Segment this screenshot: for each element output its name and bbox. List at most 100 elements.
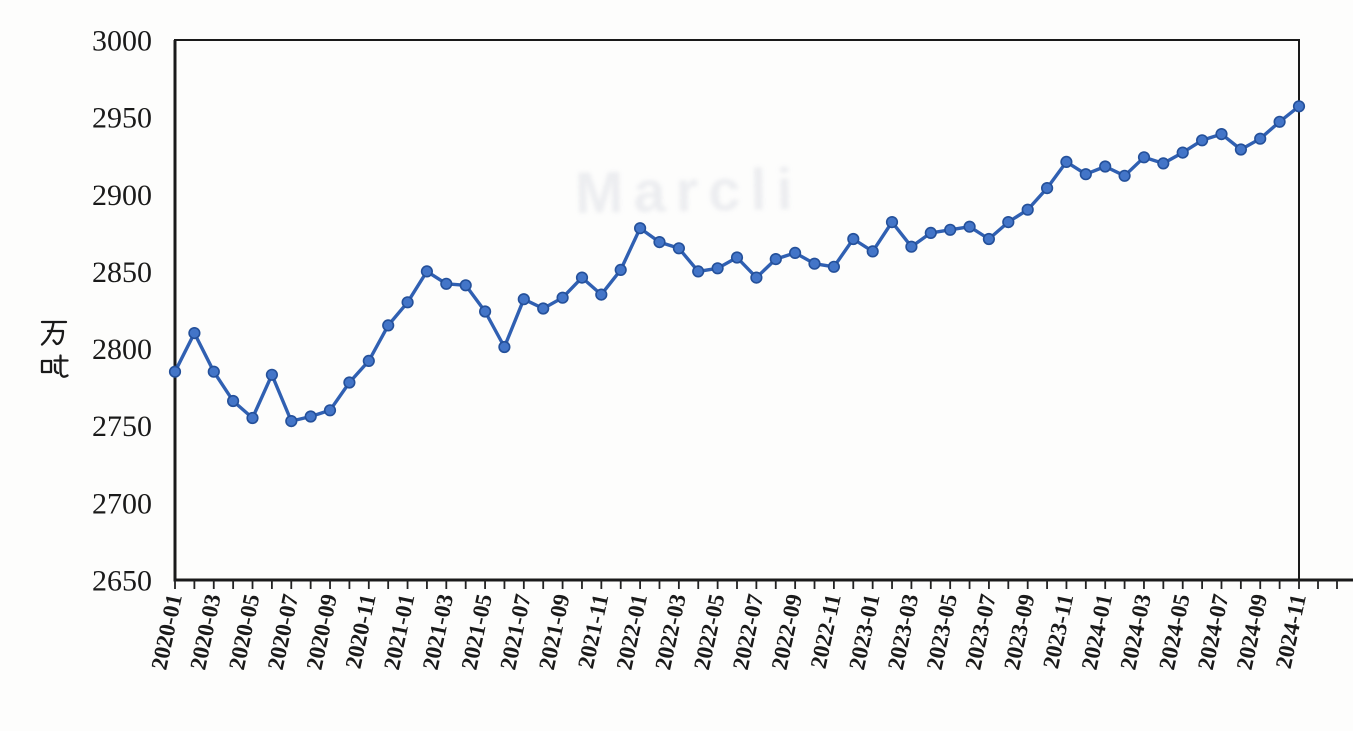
x-axis-tick-label: 2023-09 [999, 592, 1039, 672]
x-axis-tick-label: 2020-09 [302, 592, 342, 672]
data-point [420, 265, 434, 278]
data-point [711, 262, 724, 275]
x-axis-tick-label: 2020-01 [146, 592, 186, 672]
data-point [285, 415, 298, 428]
data-point [343, 376, 356, 389]
x-axis-tick-label: 2022-09 [767, 592, 807, 672]
y-axis-tick-label: 2900 [92, 179, 152, 212]
data-point [1254, 132, 1267, 145]
x-axis-tick-label: 2021-03 [418, 592, 458, 672]
data-point [866, 245, 879, 258]
data-point [885, 216, 899, 229]
data-point [265, 368, 279, 381]
data-point [750, 271, 763, 284]
cjk-char-wan [40, 320, 68, 346]
y-axis-tick-label: 2650 [92, 565, 152, 598]
data-point [1157, 157, 1170, 170]
data-point [847, 232, 860, 246]
data-point [323, 404, 337, 417]
data-point [595, 288, 608, 301]
data-point [479, 305, 492, 318]
x-axis-tick-label: 2021-07 [495, 592, 535, 672]
data-point [1273, 115, 1286, 128]
data-point [905, 240, 918, 253]
x-axis-tick-label: 2021-11 [573, 592, 613, 671]
x-axis-ticks-and-labels: 2020-012020-032020-052020-072020-092020-… [146, 580, 1338, 672]
line-series [168, 100, 1306, 428]
data-point [1021, 203, 1034, 216]
data-point [362, 354, 375, 368]
data-point [246, 411, 259, 425]
x-axis-tick-label: 2020-03 [185, 592, 225, 672]
x-axis-tick-label: 2022-11 [806, 592, 846, 671]
x-axis-tick-label: 2023-05 [922, 592, 962, 672]
data-point [168, 365, 182, 378]
data-point [1176, 146, 1189, 159]
x-axis-tick-label: 2021-05 [457, 592, 497, 672]
y-axis-tick-label: 3000 [92, 25, 152, 58]
data-point [1118, 169, 1131, 182]
data-point [440, 277, 453, 290]
x-axis-tick-label: 2021-01 [379, 592, 419, 672]
data-point [924, 226, 937, 239]
data-point [1079, 168, 1092, 181]
x-axis-tick-label: 2020-11 [341, 592, 381, 671]
data-point [1137, 151, 1151, 164]
cjk-char-dun [40, 354, 69, 378]
x-axis-tick-label: 2022-01 [612, 592, 652, 672]
y-axis-tick-label: 2800 [92, 333, 152, 366]
data-point [1060, 155, 1073, 168]
data-point [304, 410, 317, 423]
data-point [227, 394, 240, 408]
data-point [1099, 160, 1112, 173]
x-axis-tick-label: 2023-11 [1038, 592, 1078, 671]
y-axis-tick-label: 2750 [92, 410, 152, 443]
data-point [633, 222, 647, 235]
y-axis-tick-label: 2950 [92, 102, 152, 135]
x-axis-tick-label: 2023-01 [844, 592, 884, 672]
plot-border [174, 39, 1300, 581]
x-axis-tick-label: 2024-01 [1077, 592, 1117, 672]
y-axis-tick-label: 2850 [92, 256, 152, 289]
data-point [188, 327, 201, 340]
data-point [1215, 128, 1228, 141]
data-point [401, 296, 414, 309]
x-axis-tick-label: 2024-07 [1193, 592, 1233, 672]
data-point [653, 236, 666, 249]
data-point [517, 293, 530, 306]
data-point [672, 242, 686, 255]
data-point [769, 253, 782, 266]
x-axis-tick-label: 2020-05 [224, 592, 264, 672]
x-axis-tick-label: 2024-11 [1271, 592, 1311, 671]
data-point [827, 260, 841, 273]
x-axis-tick-label: 2020-07 [263, 592, 303, 672]
data-point [459, 279, 472, 292]
x-axis-tick-label: 2024-05 [1154, 592, 1194, 672]
x-axis-tick-label: 2022-05 [689, 592, 729, 672]
data-point [788, 246, 802, 259]
data-point [730, 251, 744, 264]
data-point [1002, 216, 1015, 229]
x-axis-tick-label: 2023-03 [883, 592, 923, 672]
y-axis-tick-labels: 3000 2950 2900 2850 2800 2750 2700 2650 [92, 25, 152, 598]
data-point [1292, 100, 1306, 113]
data-point [556, 291, 569, 304]
x-axis-tick-label: 2022-07 [728, 592, 768, 672]
series-line [173, 104, 1301, 423]
data-point [537, 302, 550, 315]
y-axis-title [40, 320, 69, 378]
x-axis-tick-label: 2024-03 [1115, 592, 1155, 672]
data-point [207, 365, 220, 378]
data-point [1040, 182, 1054, 195]
data-point [1195, 134, 1209, 147]
data-point [808, 257, 821, 270]
data-point [382, 319, 395, 332]
data-point [692, 265, 705, 278]
x-axis-tick-label: 2021-09 [534, 592, 574, 672]
x-axis-tick-label: 2023-07 [960, 592, 1000, 672]
data-point [614, 263, 627, 277]
data-point [982, 232, 996, 246]
data-point [575, 271, 589, 284]
